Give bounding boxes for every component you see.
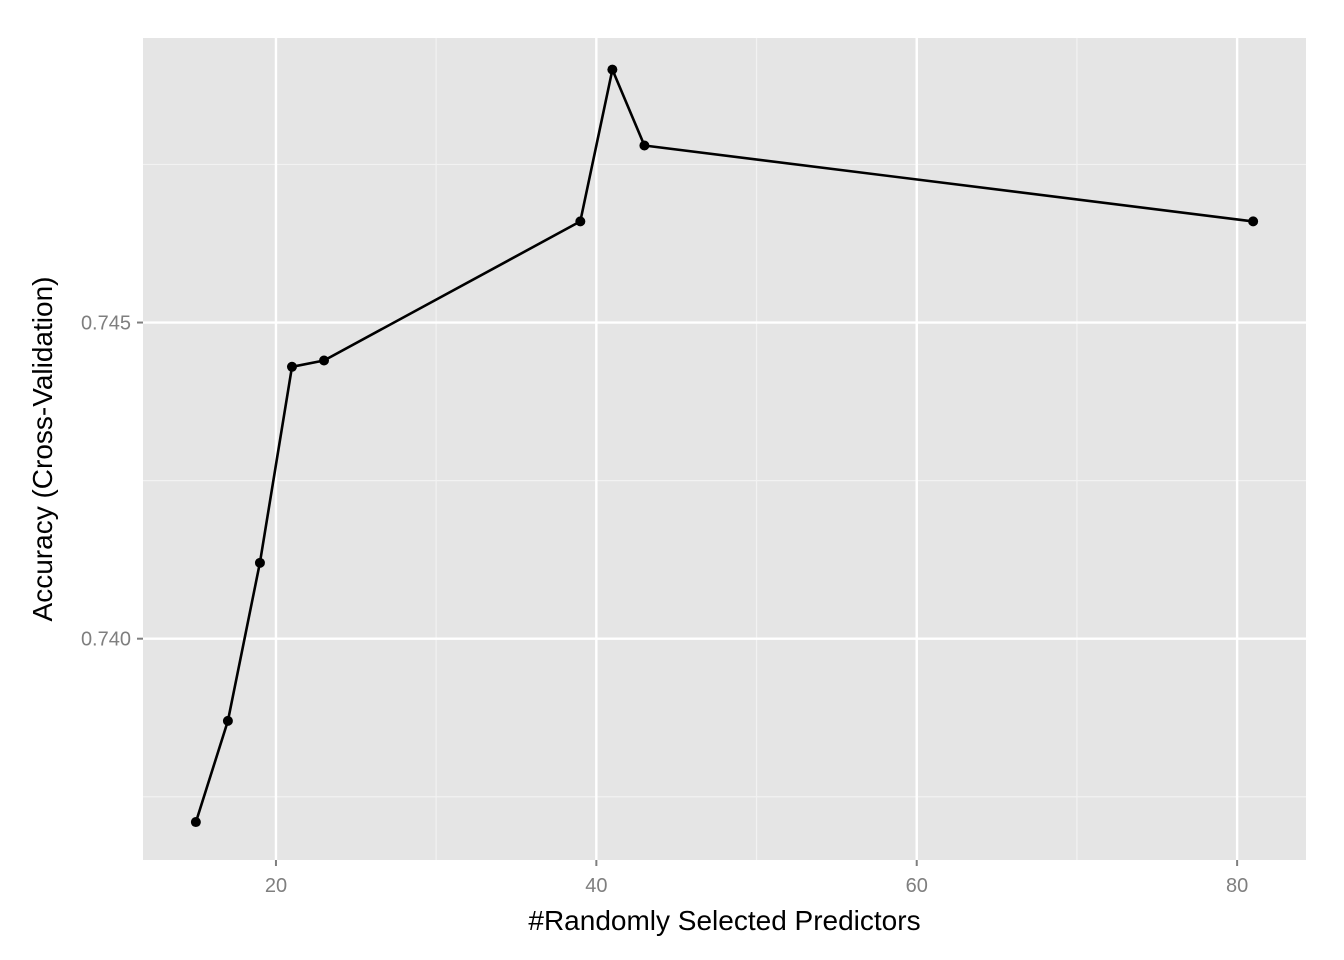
data-point (319, 355, 330, 366)
x-tick-label: 60 (906, 875, 928, 897)
y-axis-title: Accuracy (Cross-Validation) (27, 277, 58, 622)
data-point (1248, 216, 1259, 227)
data-point (607, 64, 618, 75)
data-point (575, 216, 586, 227)
data-point (222, 715, 233, 726)
x-tick-label: 20 (265, 875, 287, 897)
x-tick-label: 80 (1226, 875, 1248, 897)
grid-minor (143, 38, 1306, 860)
y-tick-labels: 0.740 0.745 (81, 313, 131, 651)
plot-panel (143, 38, 1306, 860)
data-point (254, 557, 265, 568)
grid-major (143, 38, 1306, 860)
data-point (190, 817, 201, 828)
x-tick-label: 40 (585, 875, 607, 897)
axis-ticks (137, 321, 1239, 866)
data-point (286, 361, 297, 372)
y-tick-label: 0.745 (81, 313, 131, 335)
y-tick-label: 0.740 (81, 629, 131, 651)
x-tick-labels: 20 40 60 80 (265, 875, 1248, 897)
data-point (639, 140, 650, 151)
series (190, 64, 1259, 828)
x-axis-title: #Randomly Selected Predictors (528, 905, 920, 936)
